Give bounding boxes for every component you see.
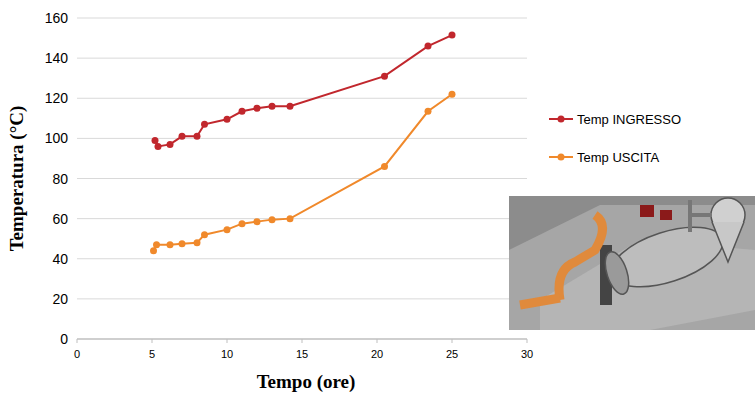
x-axis-title: Tempo (ore) (257, 371, 356, 393)
x-tick (452, 339, 453, 343)
data-point (155, 143, 162, 150)
illustration-motor (660, 210, 672, 220)
data-point (254, 218, 261, 225)
legend-label: Temp USCITA (577, 150, 659, 165)
data-point (152, 137, 159, 144)
y-tick-label: 80 (52, 171, 68, 187)
x-tick-label: 30 (521, 348, 533, 360)
data-point (179, 133, 186, 140)
data-point (381, 73, 388, 80)
data-point (224, 226, 231, 233)
y-tick-label: 120 (45, 90, 69, 106)
data-point (150, 247, 157, 254)
plot-area (150, 32, 456, 255)
illustration-bg (509, 196, 755, 330)
data-point (201, 231, 208, 238)
x-tick (302, 339, 303, 343)
illustration-duct (690, 200, 712, 232)
data-point (153, 241, 160, 248)
y-tick-label: 20 (52, 291, 68, 307)
illustration-drum-end (601, 249, 634, 297)
data-point (425, 43, 432, 50)
data-point (224, 116, 231, 123)
chart-container: 0 20 40 60 80 100 120 140 160 0 5 10 15 20 25 30 Tempo (… (0, 0, 755, 395)
grid-line (77, 218, 527, 219)
chart: 0 20 40 60 80 100 120 140 160 0 5 10 15 20 25 30 Tempo (… (0, 0, 755, 395)
x-tick (152, 339, 153, 343)
data-point (194, 239, 201, 246)
data-point (239, 108, 246, 115)
illustration-pipe (520, 298, 560, 305)
data-point (449, 91, 456, 98)
data-point (287, 215, 294, 222)
series-line (154, 94, 453, 250)
data-point (167, 141, 174, 148)
x-tick-label: 0 (74, 348, 80, 360)
x-tick-label: 15 (296, 348, 308, 360)
x-tick-label: 20 (371, 348, 383, 360)
data-point (201, 121, 208, 128)
illustration-cyclone-cone (712, 222, 744, 262)
grid-line (77, 298, 527, 299)
data-point (167, 241, 174, 248)
data-point (194, 133, 201, 140)
legend-marker (558, 116, 565, 123)
series-line (155, 35, 452, 146)
y-tick-label: 160 (45, 10, 69, 26)
machine-illustration (509, 196, 755, 330)
data-point (381, 163, 388, 170)
illustration-motor (640, 205, 654, 217)
legend-label: Temp INGRESSO (577, 112, 681, 127)
y-tick-label: 0 (60, 331, 68, 347)
x-tick-label: 5 (149, 348, 155, 360)
data-point (449, 32, 456, 39)
x-tick (377, 339, 378, 343)
grid-line (77, 58, 527, 59)
grid-line (77, 98, 527, 99)
grid-line (77, 258, 527, 259)
data-point (239, 220, 246, 227)
data-point (269, 216, 276, 223)
data-point (425, 108, 432, 115)
data-point (287, 103, 294, 110)
x-tick (527, 339, 528, 343)
grid-line (77, 18, 527, 19)
grid-line (77, 178, 527, 179)
x-tick (227, 339, 228, 343)
x-tick-label: 10 (221, 348, 233, 360)
y-tick-label: 60 (52, 211, 68, 227)
legend-marker (558, 154, 565, 161)
x-tick (77, 339, 78, 343)
data-point (269, 103, 276, 110)
y-tick-label: 140 (45, 50, 69, 66)
illustration-pipe (559, 215, 603, 300)
y-tick-label: 40 (52, 251, 68, 267)
y-tick-label: 100 (45, 130, 69, 146)
data-point (179, 240, 186, 247)
x-tick-label: 25 (446, 348, 458, 360)
data-point (254, 105, 261, 112)
illustration-floor (509, 205, 755, 330)
y-axis-title: Temperatura (°C) (6, 106, 28, 252)
grid-line (77, 138, 527, 139)
